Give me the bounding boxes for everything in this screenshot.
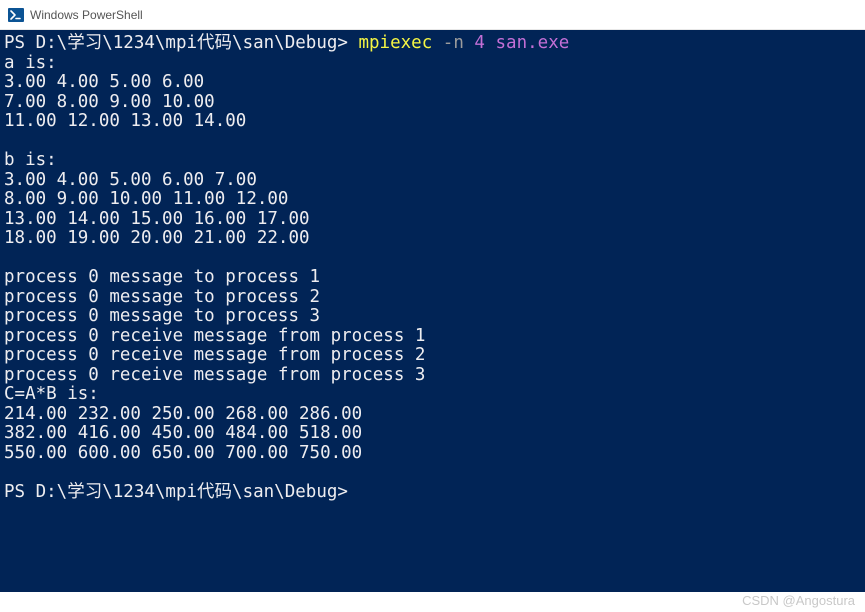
- flag-n: -n: [443, 33, 464, 53]
- output-line: 3.00 4.00 5.00 6.00 7.00: [4, 170, 257, 190]
- output-line: 8.00 9.00 10.00 11.00 12.00: [4, 189, 288, 209]
- output-line: process 0 receive message from process 3: [4, 365, 425, 385]
- powershell-icon: [8, 7, 24, 23]
- window-title-bar: Windows PowerShell: [0, 0, 865, 30]
- watermark: CSDN @Angostura: [742, 593, 855, 608]
- output-line: process 0 message to process 1: [4, 267, 320, 287]
- output-line: process 0 receive message from process 2: [4, 345, 425, 365]
- output-line: 214.00 232.00 250.00 268.00 286.00: [4, 404, 362, 424]
- window-title: Windows PowerShell: [30, 8, 143, 22]
- output-line: 7.00 8.00 9.00 10.00: [4, 92, 215, 112]
- output-line: process 0 receive message from process 1: [4, 326, 425, 346]
- output-line: 11.00 12.00 13.00 14.00: [4, 111, 246, 131]
- terminal-area[interactable]: PS D:\学习\1234\mpi代码\san\Debug> mpiexec -…: [0, 30, 865, 592]
- output-line: 382.00 416.00 450.00 484.00 518.00: [4, 423, 362, 443]
- arg-n: 4: [474, 33, 485, 53]
- output-line: 550.00 600.00 650.00 700.00 750.00: [4, 443, 362, 463]
- output-line: process 0 message to process 2: [4, 287, 320, 307]
- output-line: a is:: [4, 53, 57, 73]
- prompt-2: PS D:\学习\1234\mpi代码\san\Debug>: [4, 482, 348, 502]
- output-line: 3.00 4.00 5.00 6.00: [4, 72, 204, 92]
- arg-exe: san.exe: [496, 33, 570, 53]
- prompt-1: PS D:\学习\1234\mpi代码\san\Debug>: [4, 33, 348, 53]
- output-line: 18.00 19.00 20.00 21.00 22.00: [4, 228, 310, 248]
- output-line: 13.00 14.00 15.00 16.00 17.00: [4, 209, 310, 229]
- output-line: C=A*B is:: [4, 384, 99, 404]
- output-line: b is:: [4, 150, 57, 170]
- command: mpiexec: [358, 33, 432, 53]
- output-line: process 0 message to process 3: [4, 306, 320, 326]
